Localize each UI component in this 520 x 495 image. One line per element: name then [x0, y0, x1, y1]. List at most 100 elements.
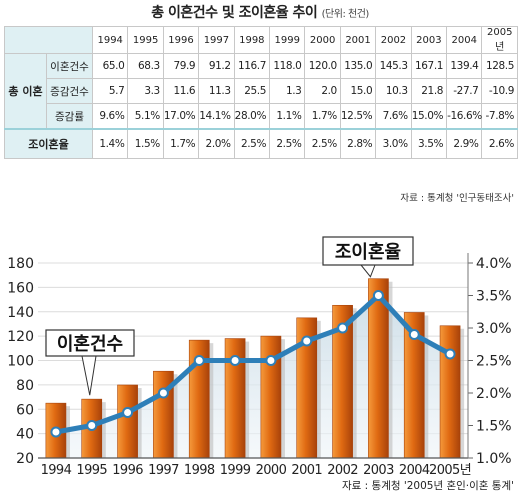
rate-marker: [193, 355, 205, 366]
rate-polyline: [55, 293, 452, 435]
table-cell: 3.5%: [410, 128, 448, 159]
year-header: 1994: [91, 26, 129, 54]
table-cell: 14.1%: [198, 103, 235, 130]
rate-marker: [444, 348, 456, 360]
table-cell: 2.5%: [304, 128, 341, 159]
table-cell: 1.5%: [127, 128, 164, 159]
x-tick-label: 1999: [220, 463, 251, 478]
row-label-rate: 조이혼율: [4, 128, 93, 159]
table-cell: 1.3: [269, 78, 306, 104]
y-left-tick-label: 40: [16, 427, 34, 443]
table-cell: 5.1%: [127, 103, 164, 130]
table-cell: 11.6: [162, 78, 200, 104]
table-cell: 2.5%: [269, 128, 306, 159]
table-cell: 116.7: [233, 53, 271, 79]
table-row: 증감건수 5.7 3.3 11.6 11.3 25.5 1.3 2.0 15.0 10.3 21.8…: [5, 78, 518, 104]
table-cell: -10.9: [481, 78, 518, 104]
title-text: 총 이혼건수 및 조이혼율 추이: [151, 5, 318, 21]
x-tick-label: 1998: [184, 463, 215, 478]
table-cell: 1.7%: [304, 103, 341, 130]
year-header: 1999: [269, 26, 306, 54]
year-header: 1998: [233, 26, 271, 54]
divorce-chart: 180 160 140 120 100 80 60 40 20 4.0% 3.5% 3.0% 2.5% 2…: [7, 236, 512, 478]
table-row: 증감률 9.6% 5.1% 17.0% 14.1% 28.0% 1.1% 1.7% 12.5% 7…: [5, 103, 518, 130]
rate-marker: [408, 329, 420, 340]
y-right-tick-label: 2.0%: [476, 386, 512, 402]
table-row: 총 이혼 이혼건수 65.0 68.3 79.9 91.2 116.7 118.0 120.0 1…: [4, 53, 518, 130]
y-right-tick-label: 4.0%: [476, 256, 512, 272]
y-right-tick-label: 1.0%: [476, 451, 512, 467]
x-tick-label: 2002: [327, 463, 358, 478]
table-cell: 167.1: [410, 53, 448, 79]
table-cell: 120.0: [304, 53, 341, 79]
table-cell: 128.5: [481, 53, 518, 79]
year-header: 1996: [162, 26, 200, 54]
rate-marker: [86, 420, 98, 431]
x-tick-label: 2000: [256, 463, 287, 478]
bar: [439, 325, 461, 459]
table-cell: 10.3: [375, 78, 412, 104]
rate-marker: [337, 322, 349, 334]
table-cell: 1.4%: [91, 128, 129, 159]
table-cell: 15.0%: [410, 103, 448, 130]
y-left-tick-label: 140: [7, 305, 34, 321]
y-left-tick-label: 20: [16, 451, 34, 467]
table-cell: 28.0%: [233, 103, 271, 130]
x-tick-label: 1995: [76, 463, 107, 478]
table-cell: 1.7%: [162, 128, 200, 159]
x-tick-label: 1997: [148, 463, 179, 478]
x-tick-label: 1996: [112, 463, 143, 478]
table-cell: 91.2: [198, 53, 235, 79]
year-header: 2000: [304, 26, 341, 54]
rate-callout-pointer: [360, 264, 376, 278]
table-cell: 3.0%: [375, 128, 412, 159]
source-top: 자료 : 통계청 '인구동태조사': [400, 193, 514, 204]
table-cell: 5.7: [91, 78, 129, 104]
table-cell: 139.4: [446, 53, 483, 79]
rate-marker: [122, 407, 134, 418]
table-cell: 11.3: [198, 78, 235, 104]
x-tick-label: 2001: [291, 463, 322, 478]
y-left-tick-label: 80: [16, 378, 34, 394]
series-labels: 이혼건수 조이혼율: [45, 236, 414, 396]
year-header: 2001: [339, 26, 377, 54]
table-cell: 2.0%: [198, 128, 235, 159]
table-cell: -27.7: [446, 78, 483, 104]
rate-callout-box: [322, 236, 414, 266]
group-label: 총 이혼: [4, 53, 47, 130]
x-tick-label: 2005년: [429, 463, 471, 478]
year-header: 2003: [410, 26, 448, 54]
axes: 180 160 140 120 100 80 60 40 20 4.0% 3.5% 3.0% 2.5% 2…: [7, 253, 512, 478]
table-cell: 145.3: [375, 53, 412, 79]
table-cell: 2.8%: [339, 128, 377, 159]
table-row-rate: 조이혼율 1.4% 1.5% 1.7% 2.0% 2.5% 2.5% 2.5% 2.8% 3.0%…: [4, 128, 518, 159]
table-cell: 65.0: [91, 53, 129, 79]
rate-marker: [301, 335, 313, 347]
table-cell: 135.0: [339, 53, 377, 79]
year-header: 2004: [446, 26, 483, 54]
stats-table: 1994 1995 1996 1997 1998 1999 2000 2001 2002 2003…: [4, 26, 518, 159]
stats-table-body: 1994 1995 1996 1997 1998 1999 2000 2001 2002 2003…: [4, 26, 518, 159]
rate-marker: [50, 426, 62, 438]
page-title: 총 이혼건수 및 조이혼율 추이 (단위: 천건): [0, 2, 520, 22]
rate-marker: [157, 387, 169, 399]
y-left-tick-label: 180: [7, 256, 34, 272]
row-label: 증감률: [46, 103, 93, 130]
rate-marker: [265, 355, 277, 366]
x-tick-label: 1994: [41, 463, 72, 478]
y-right-tick-label: 2.5%: [476, 354, 512, 370]
table-corner: [4, 26, 93, 54]
table-cell: 79.9: [162, 53, 200, 79]
rate-series-label: 조이혼율: [335, 241, 401, 263]
year-header: 1997: [198, 26, 235, 54]
table-cell: 2.5%: [233, 128, 271, 159]
x-tick-label: 2003: [363, 463, 394, 478]
bar-series-label: 이혼건수: [57, 333, 123, 355]
table-cell: 118.0: [269, 53, 306, 79]
table-cell: 2.9%: [446, 128, 483, 159]
row-label: 이혼건수: [46, 53, 93, 79]
y-left-tick-label: 160: [7, 280, 34, 296]
table-cell: 2.0: [304, 78, 341, 104]
row-label: 증감건수: [46, 78, 93, 104]
table-cell: 17.0%: [162, 103, 200, 130]
